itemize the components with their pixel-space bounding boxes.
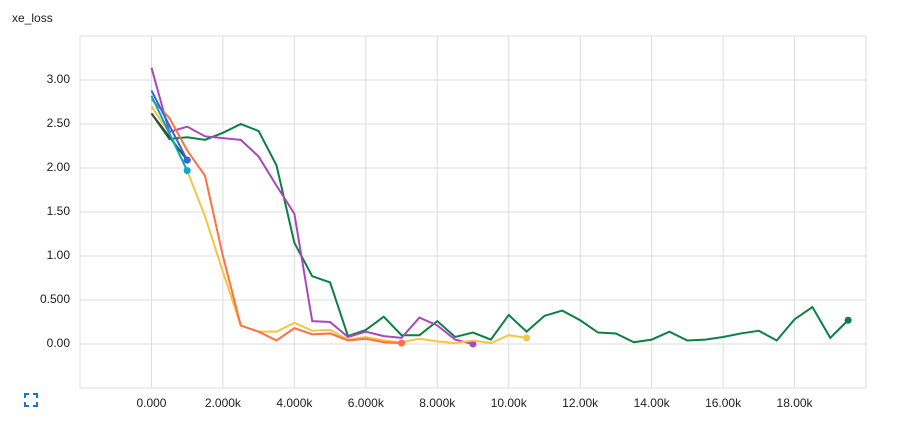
x-tick-label: 0.000	[136, 396, 166, 410]
last-point	[469, 340, 477, 348]
y-tick-label: 2.50	[47, 116, 71, 130]
last-point	[398, 339, 406, 347]
x-tick-label: 4.000k	[276, 396, 313, 410]
series-line	[150, 67, 474, 345]
y-tick-label: 1.00	[47, 248, 71, 262]
y-tick-label: 3.00	[47, 72, 71, 86]
chart-title: xe_loss	[12, 11, 53, 25]
x-tick-label: 6.000k	[348, 396, 385, 410]
last-point	[183, 156, 191, 164]
last-point	[183, 167, 191, 175]
series-line	[150, 98, 402, 345]
last-point	[523, 334, 531, 342]
series-line	[150, 112, 849, 344]
last-point	[844, 316, 852, 324]
x-tick-label: 10.00k	[491, 396, 528, 410]
x-tick-label: 8.000k	[419, 396, 456, 410]
x-tick-label: 16.00k	[705, 396, 742, 410]
x-tick-label: 18.00k	[777, 396, 814, 410]
y-tick-label: 0.00	[47, 336, 71, 350]
y-tick-label: 1.50	[47, 204, 71, 218]
series-line	[150, 95, 189, 172]
y-tick-label: 0.500	[40, 292, 70, 306]
series-line	[150, 90, 189, 161]
x-tick-label: 12.00k	[562, 396, 599, 410]
series-line	[150, 105, 527, 345]
x-tick-label: 2.000k	[205, 396, 242, 410]
y-tick-label: 2.00	[47, 160, 71, 174]
fullscreen-icon[interactable]	[24, 393, 38, 407]
series-line	[150, 112, 188, 161]
x-tick-label: 14.00k	[634, 396, 671, 410]
